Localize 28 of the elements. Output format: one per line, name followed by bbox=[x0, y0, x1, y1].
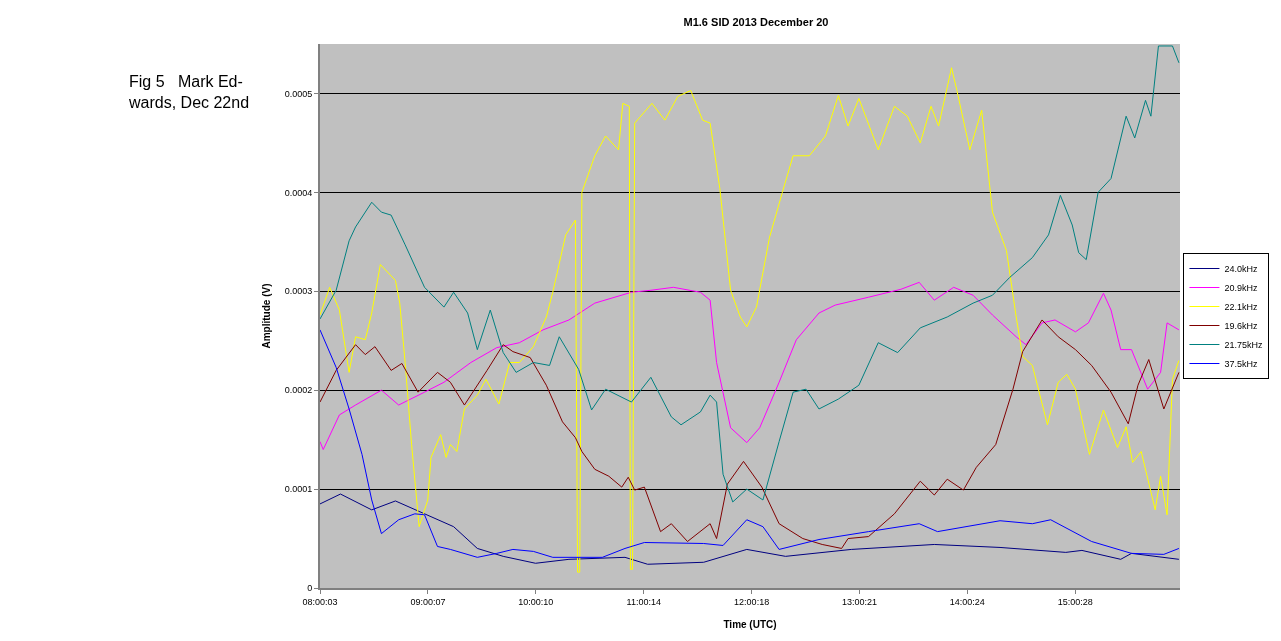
x-tick-label: 10:00:10 bbox=[518, 596, 554, 607]
chart-title: M1.6 SID 2013 December 20 bbox=[683, 15, 829, 28]
line-series bbox=[320, 45, 1180, 503]
caption: Fig 5 Mark Ed- wards, Dec 22nd bbox=[128, 73, 250, 111]
line-series bbox=[320, 493, 1180, 565]
legend-label: 19.6kHz bbox=[1224, 321, 1258, 332]
x-tick-label: 12:00:18 bbox=[734, 596, 770, 607]
x-tick-label: 13:00:21 bbox=[841, 596, 877, 607]
x-axis-title: Time (UTC) bbox=[723, 618, 777, 630]
y-tick-label: 0.0004 bbox=[284, 187, 313, 198]
x-tick-label: 08:00:03 bbox=[302, 596, 338, 607]
x-tick-label: 11:00:14 bbox=[626, 596, 661, 607]
legend-label: 20.9kHz bbox=[1224, 283, 1258, 294]
legend-label: 22.1kHz bbox=[1224, 302, 1258, 313]
line-series bbox=[320, 281, 1180, 451]
legend-label: 24.0kHz bbox=[1224, 264, 1258, 275]
y-tick-label: 0.0002 bbox=[284, 385, 313, 396]
x-tick-label: 15:00:28 bbox=[1057, 596, 1093, 607]
x-tick-label: 09:00:07 bbox=[410, 596, 446, 607]
x-tick-label: 14:00:24 bbox=[949, 596, 985, 607]
y-tick-label: 0 bbox=[307, 583, 313, 594]
y-axis-title: Amplitude (V) bbox=[261, 283, 273, 349]
y-tick-label: 0.0003 bbox=[284, 286, 313, 297]
legend-label: 21.75kHz bbox=[1224, 340, 1263, 351]
y-tick-label: 0.0005 bbox=[284, 88, 313, 99]
line-series bbox=[320, 67, 1180, 573]
legend-label: 37.5kHz bbox=[1224, 359, 1258, 370]
y-tick-label: 0.0001 bbox=[284, 484, 313, 495]
